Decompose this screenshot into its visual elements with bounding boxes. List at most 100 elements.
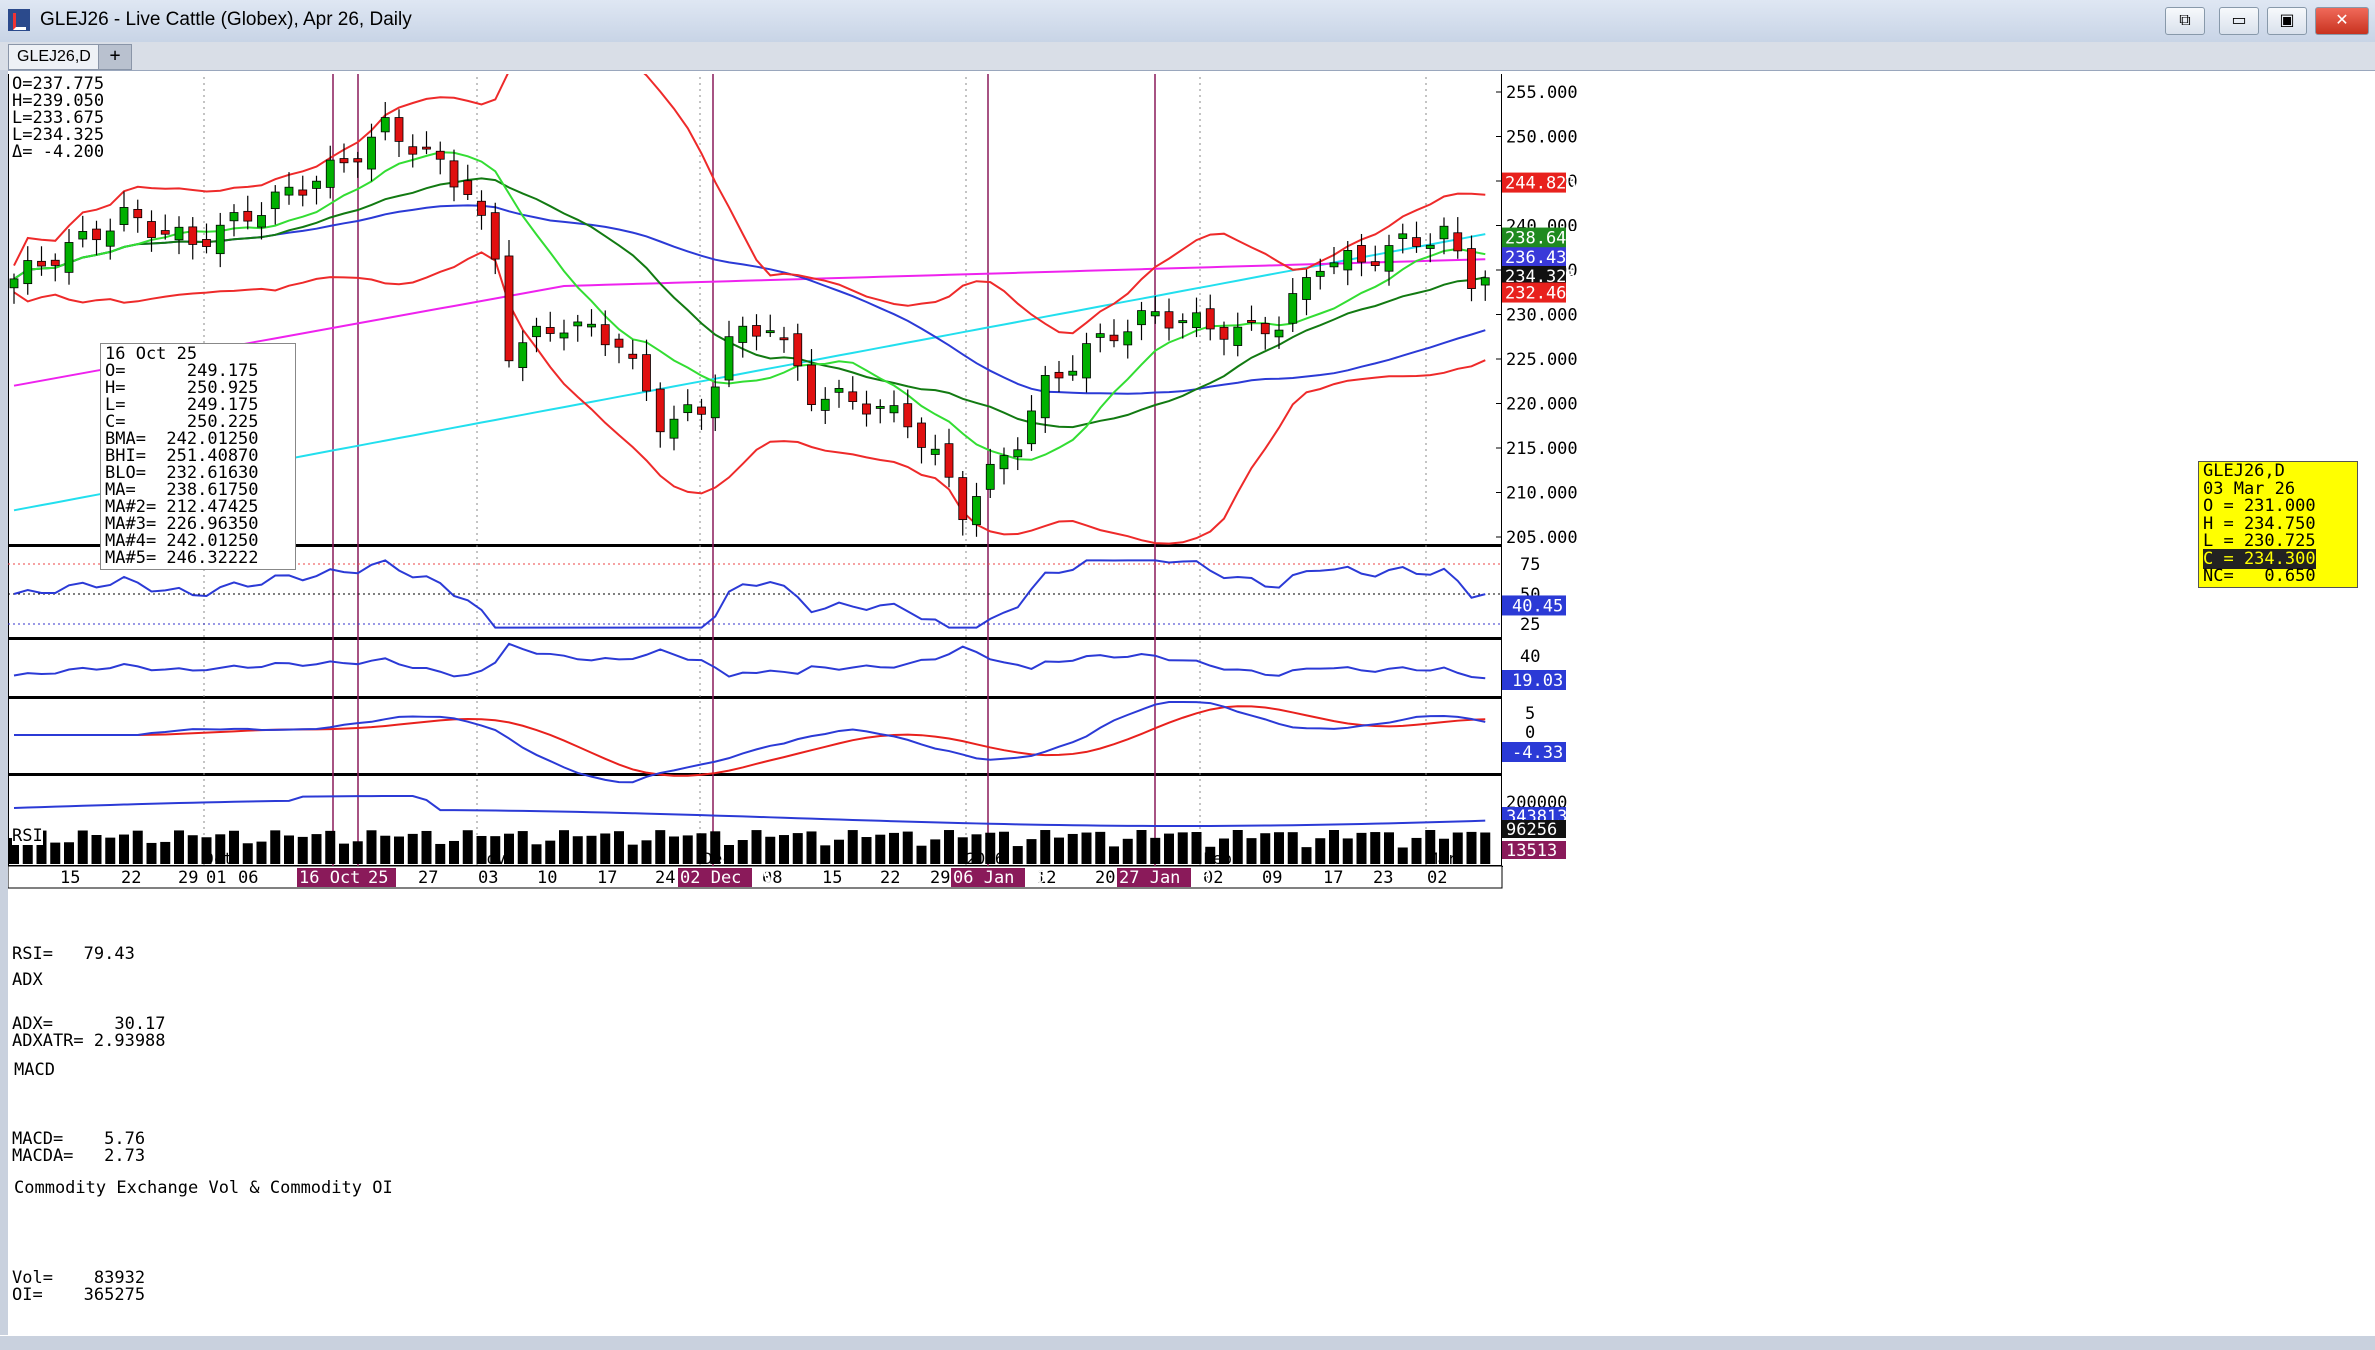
volume-bar	[504, 833, 514, 864]
date-label: 29	[930, 868, 950, 888]
volume-bar	[435, 843, 446, 864]
volume-bar	[696, 833, 707, 864]
candle-body	[862, 403, 871, 415]
candle-body	[1329, 262, 1339, 268]
volume-tag-label: 13513	[1506, 841, 1557, 861]
volume-bar	[1177, 832, 1188, 864]
minimize-button[interactable]: ▭	[2219, 7, 2259, 35]
volume-bar	[449, 840, 459, 864]
volume-bar	[792, 833, 803, 864]
candle-body	[1274, 329, 1284, 338]
volume-bar	[36, 830, 47, 864]
date-label: 22	[880, 868, 900, 888]
data-window-row: C= 250.225	[105, 412, 259, 432]
volume-bar	[751, 830, 762, 864]
ma-magenta-line	[13, 258, 1486, 387]
volume-bar	[229, 830, 239, 864]
rsi-tick-label: 25	[1520, 615, 1540, 635]
candle-body	[1398, 233, 1408, 239]
candle-body	[1027, 410, 1036, 445]
adx-tick-label: 40	[1520, 647, 1540, 667]
date-label: 09	[1262, 868, 1282, 888]
date-label: 17	[1323, 868, 1343, 888]
app-icon	[8, 9, 30, 31]
candle-body	[587, 323, 596, 328]
candle-body	[37, 260, 46, 267]
date-label: 23	[1373, 868, 1393, 888]
rsi-tick-label: 75	[1520, 555, 1540, 575]
volume-tag-label: 96256	[1506, 820, 1557, 840]
price-tick-label: 225.000	[1506, 350, 1578, 370]
data-window-row: MA#3= 226.96350	[105, 514, 259, 534]
volume-bar	[174, 830, 184, 864]
date-label: 01	[206, 868, 226, 888]
volume-bar	[1205, 846, 1216, 864]
volume-bar	[1054, 837, 1064, 864]
link-button[interactable]: ⧉	[2165, 7, 2205, 35]
volume-bar	[1274, 832, 1284, 864]
tab-glej26[interactable]: GLEJ26,D	[8, 44, 100, 70]
date-highlight	[366, 868, 396, 887]
month-label: Feb	[1203, 849, 1232, 868]
date-label: 08	[762, 868, 782, 888]
open-interest-line	[13, 795, 1486, 828]
volume-bar	[366, 830, 377, 864]
add-tab-button[interactable]: +	[98, 44, 132, 70]
volume-bar	[586, 835, 597, 864]
volume-bar	[1095, 831, 1106, 864]
candle-body	[1082, 343, 1091, 379]
candle-body	[765, 330, 775, 334]
volume-bar	[380, 835, 391, 864]
adx-tag	[1502, 670, 1566, 690]
volume-bar	[669, 836, 679, 864]
title-bar: GLEJ26 - Live Cattle (Globex), Apr 26, D…	[0, 0, 2375, 43]
candle-body	[930, 448, 940, 455]
rsi-line	[13, 559, 1486, 629]
volume-bar	[1150, 837, 1161, 864]
volume-bar	[572, 836, 583, 864]
volume-bar	[352, 841, 363, 864]
volume-tag	[1502, 820, 1566, 838]
candle-body	[958, 477, 968, 521]
candle-body	[655, 388, 665, 433]
volume-bar	[1109, 846, 1119, 864]
volume-bar	[1232, 830, 1243, 864]
date-label: 02	[1203, 868, 1223, 888]
volume-bar	[600, 833, 611, 864]
month-label: Mar	[1428, 849, 1457, 868]
window-title: GLEJ26 - Live Cattle (Globex), Apr 26, D…	[40, 9, 412, 30]
ohlc-last: L=234.325	[12, 125, 105, 145]
volume-bar	[77, 830, 88, 864]
volume-bar	[1466, 831, 1477, 864]
volume-bar	[737, 840, 748, 864]
candle-body	[724, 336, 734, 381]
date-highlight-label: 27 Jan 26	[1119, 868, 1211, 888]
volume-bar	[311, 834, 322, 864]
chart-canvas[interactable]: 255.000250.000245.000240.000235.000230.0…	[8, 74, 2375, 1336]
volume-bar	[724, 844, 734, 864]
candle-body	[133, 208, 143, 219]
candle-body	[1384, 245, 1394, 272]
price-tick-label: 220.000	[1506, 395, 1578, 415]
volume-bar	[325, 830, 336, 864]
date-label: 20	[1095, 868, 1115, 888]
volume-bar	[710, 831, 721, 864]
candle-body	[270, 191, 280, 210]
volume-bar	[1136, 830, 1147, 864]
candle-body	[1164, 311, 1174, 329]
candle-body	[697, 406, 706, 415]
date-label: 15	[822, 868, 842, 888]
volume-bar	[861, 837, 872, 864]
ma-mid-line	[13, 177, 1486, 429]
volume-value: Vol= 83932	[12, 1268, 146, 1288]
rsi-value: RSI= 79.43	[12, 944, 135, 964]
close-button[interactable]: ✕	[2315, 7, 2369, 35]
maximize-button[interactable]: ▣	[2267, 7, 2307, 35]
month-label: Oct	[204, 849, 233, 868]
volume-bar	[820, 845, 831, 864]
price-tag-label: 232.467	[1505, 284, 1577, 304]
volume-bar	[1012, 846, 1023, 864]
price-tag	[1502, 266, 1566, 287]
data-window-row: MA= 238.61750	[105, 480, 259, 500]
data-window-date: 16 Oct 25	[105, 344, 198, 364]
